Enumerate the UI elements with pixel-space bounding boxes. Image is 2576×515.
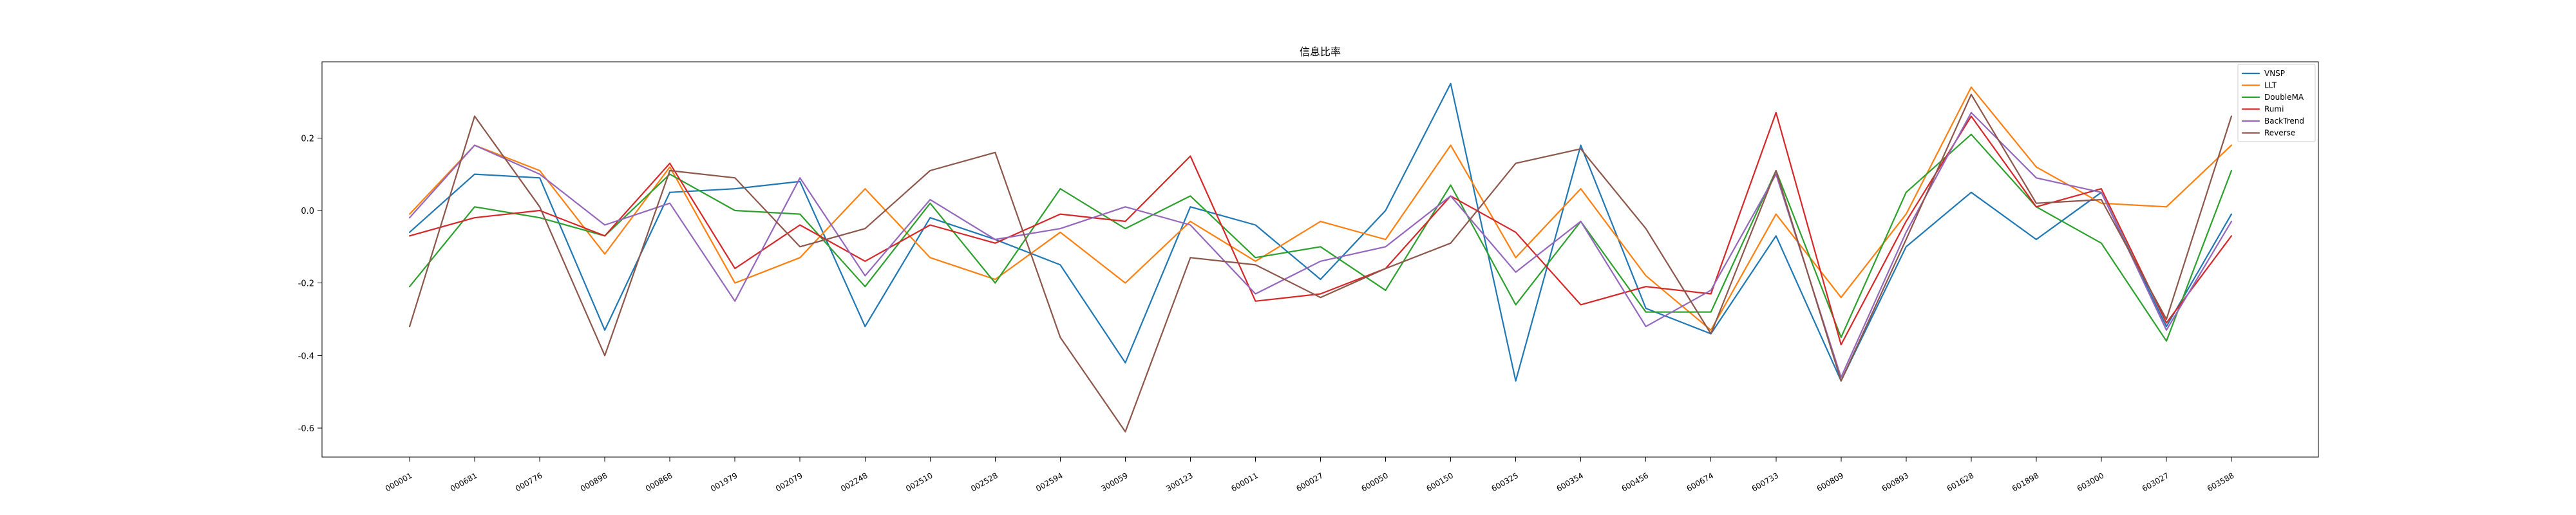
x-tick-label: 000898 — [579, 471, 609, 493]
legend-label-reverse: Reverse — [2264, 129, 2295, 138]
y-tick-label: 0.2 — [301, 134, 314, 144]
x-tick-label: 601628 — [1946, 471, 1976, 493]
legend: VNSP LLT DoubleMA Rumi BackTrend Reverse — [2237, 64, 2316, 142]
x-tick-label: 600011 — [1229, 471, 1260, 493]
x-tick-label: 300123 — [1164, 471, 1195, 493]
x-tick-label: 002510 — [904, 471, 934, 493]
chart-title: 信息比率 — [1300, 46, 1341, 58]
legend-label-backtrend: BackTrend — [2264, 117, 2304, 126]
series-line-backtrend — [408, 111, 2233, 379]
x-tick-label: 000776 — [514, 471, 544, 493]
y-tick-label: -0.6 — [298, 424, 314, 434]
x-tick-label: 601898 — [2011, 471, 2041, 493]
x-tick-label: 002079 — [774, 471, 804, 493]
x-tick-label: 002248 — [839, 471, 869, 493]
legend-label-vnsp: VNSP — [2264, 69, 2285, 78]
legend-box — [2237, 64, 2316, 142]
y-axis: 0.2 0.0 -0.2 -0.4 -0.6 — [298, 134, 322, 434]
series-lines — [408, 82, 2233, 433]
x-tick-label: 600027 — [1294, 471, 1325, 493]
x-tick-label: 000001 — [384, 471, 414, 493]
y-tick-label: -0.4 — [298, 351, 314, 361]
x-tick-label: 000868 — [644, 471, 674, 493]
legend-label-llt: LLT — [2264, 81, 2277, 90]
x-tick-label: 600733 — [1750, 471, 1781, 493]
x-tick-label: 600325 — [1490, 471, 1520, 493]
series-line-reverse — [408, 93, 2233, 433]
x-tick-label: 603027 — [2141, 471, 2171, 493]
x-tick-label: 603588 — [2206, 471, 2236, 493]
x-tick-label: 002528 — [969, 471, 999, 493]
x-tick-label: 001979 — [709, 471, 739, 493]
x-tick-label: 300059 — [1099, 471, 1130, 493]
x-tick-label: 002594 — [1034, 471, 1065, 493]
y-tick-label: -0.2 — [298, 279, 314, 289]
x-tick-label: 600809 — [1815, 471, 1846, 493]
x-tick-label: 600150 — [1425, 471, 1455, 493]
x-tick-label: 603000 — [2076, 471, 2106, 493]
series-line-llt — [408, 86, 2233, 331]
x-axis: 000001 000681 000776 000898 000868 001979 0020… — [384, 457, 2236, 494]
plot-area-border — [321, 61, 2319, 458]
series-line-rumi — [408, 111, 2233, 346]
x-tick-label: 600674 — [1685, 471, 1716, 493]
x-tick-label: 600456 — [1620, 471, 1651, 493]
legend-label-rumi: Rumi — [2264, 105, 2284, 114]
legend-label-doublema: DoubleMA — [2264, 93, 2304, 102]
x-tick-label: 600354 — [1555, 471, 1585, 493]
x-tick-label: 600893 — [1880, 471, 1911, 493]
x-tick-label: 000681 — [449, 471, 479, 493]
y-tick-label: 0.0 — [301, 207, 314, 216]
series-line-vnsp — [408, 82, 2233, 382]
series-line-doublema — [408, 133, 2233, 342]
x-tick-label: 600050 — [1359, 471, 1390, 493]
